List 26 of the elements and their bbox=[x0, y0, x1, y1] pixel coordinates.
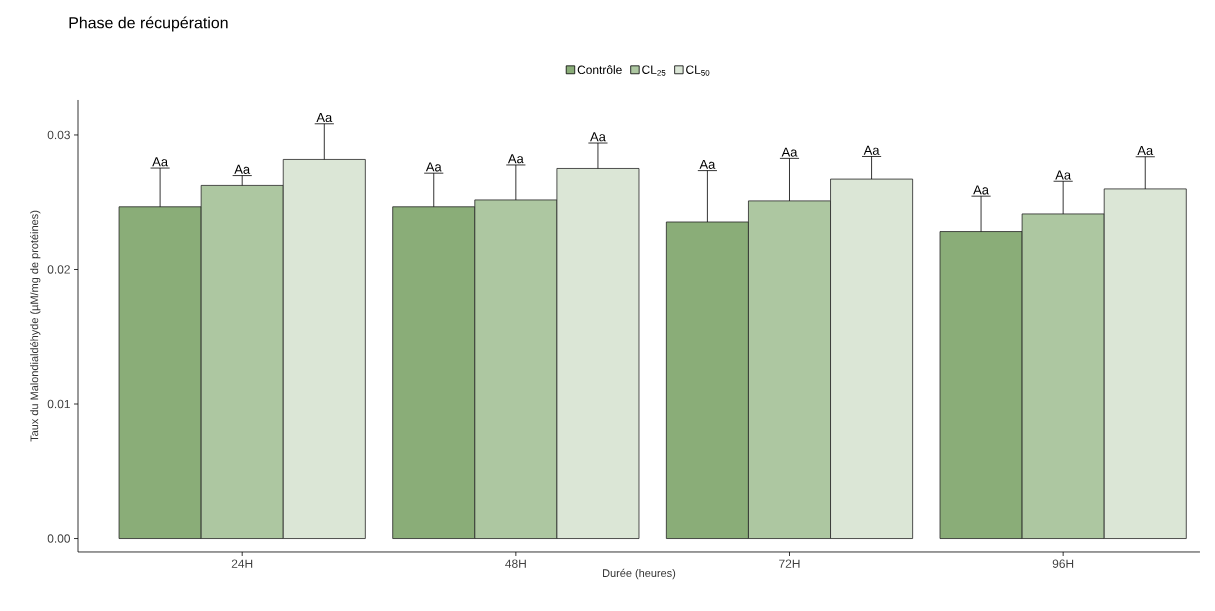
legend-label: CL$_{25}$ bbox=[642, 65, 666, 76]
legend-label: CL$_{50}$ bbox=[686, 65, 710, 76]
legend-label: Contrôle bbox=[577, 65, 622, 75]
y-axis-title: Taux du Malondialdéhyde (µM/mg de protéines) bbox=[30, 210, 41, 442]
annotation: Aa bbox=[316, 113, 333, 123]
x-tick-label: 24H bbox=[231, 559, 253, 568]
x-axis-title: Durée (heures) bbox=[603, 568, 676, 580]
y-tick-label: 0.03 bbox=[47, 130, 70, 140]
y-tick-label: 0.00 bbox=[47, 534, 71, 543]
annotation: Aa bbox=[425, 162, 442, 172]
y-tick-label: 0.01 bbox=[47, 399, 70, 409]
annotation: Aa bbox=[699, 159, 716, 169]
x-tick-label: 96H bbox=[1052, 559, 1074, 568]
annotation: Aa bbox=[1137, 146, 1154, 156]
annotation: Aa bbox=[781, 147, 798, 157]
annotation: Aa bbox=[234, 164, 251, 174]
annotation: Aa bbox=[507, 154, 524, 164]
x-tick-label: 72H bbox=[779, 559, 800, 568]
x-tick-label: 48H bbox=[505, 559, 526, 568]
annotation: Aa bbox=[973, 185, 989, 195]
annotation: Aa bbox=[590, 132, 606, 142]
annotation: Aa bbox=[152, 157, 169, 167]
y-tick-label: 0.02 bbox=[47, 265, 70, 274]
annotation: Aa bbox=[1055, 170, 1072, 180]
annotation: Aa bbox=[863, 145, 880, 155]
chart-title: Phase de récupération bbox=[69, 16, 228, 32]
